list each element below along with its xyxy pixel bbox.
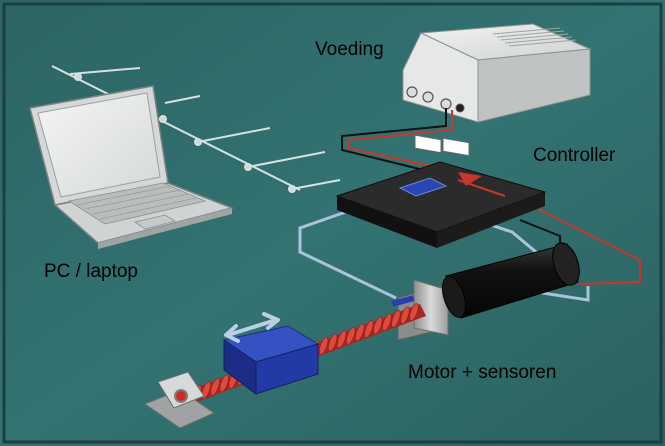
screw-thread [409, 303, 419, 321]
screw-thread [382, 313, 392, 332]
motor-label: Motor + sensoren [408, 362, 557, 383]
controller-label: Controller [533, 145, 616, 166]
screw-thread [391, 309, 401, 328]
screw-thread [400, 306, 410, 325]
laptop-icon [29, 85, 235, 249]
bearing-block-icon [143, 371, 216, 429]
screw-thread [364, 320, 374, 338]
network-lines [51, 65, 341, 193]
screw-thread [327, 333, 338, 352]
screw-thread [373, 316, 383, 335]
screw-thread [210, 377, 220, 396]
double-arrow-icon [224, 312, 280, 343]
pc-label: PC / laptop [44, 261, 138, 282]
power-supply-icon [402, 23, 592, 157]
controller-icon [335, 161, 547, 248]
screw-thread [201, 381, 211, 400]
screw-thread [219, 374, 229, 393]
screw-thread [355, 323, 365, 342]
screw-thread [337, 330, 347, 349]
screw-thread [346, 326, 356, 345]
power-supply-label: Voeding [315, 39, 384, 60]
carriage-icon [222, 325, 320, 395]
screw-thread [318, 337, 329, 355]
